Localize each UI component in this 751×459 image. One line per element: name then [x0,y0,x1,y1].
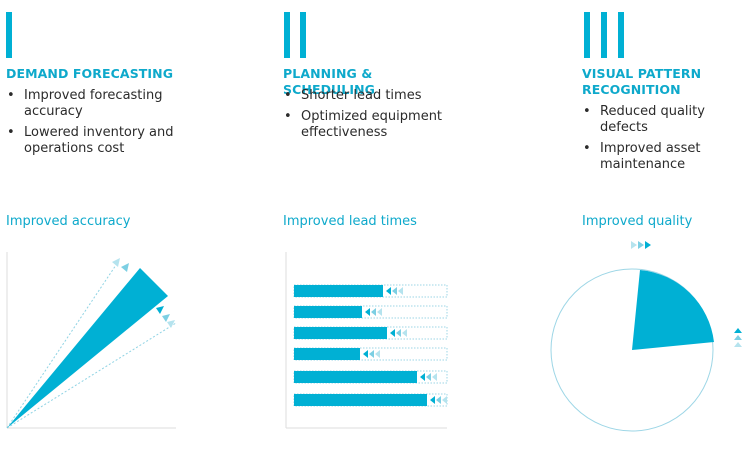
bar [294,285,383,297]
arrow [386,287,391,295]
arrow [377,308,382,316]
arrow [442,396,447,404]
bar [294,371,417,383]
arrow [121,263,129,272]
bar [294,348,360,360]
bullet-list: Shorter lead times Optimized equipment e… [283,88,458,146]
arrow [363,350,368,358]
bullet-list: Improved forecasting accuracy Lowered in… [6,88,181,162]
numeral-bar [284,12,290,58]
arrow [398,287,403,295]
arrow [432,373,437,381]
arrow [734,342,742,347]
bar [294,306,362,318]
numeral-bar [584,12,590,58]
arrow [430,396,435,404]
heading: VISUAL PATTERN RECOGNITION [582,66,702,97]
arrow [365,308,370,316]
arrow [156,306,164,314]
arrow [167,320,175,328]
arrow [112,258,120,267]
numeral-bar [618,12,624,58]
arrows [363,287,447,404]
bullet: Reduced quality defects [582,104,725,136]
caption: Improved lead times [283,214,417,229]
dashed-line [6,322,177,429]
arrow [426,373,431,381]
arrow [369,350,374,358]
dashed-line [6,261,119,429]
caption: Improved quality [582,214,693,229]
caption: Improved accuracy [6,214,131,229]
wedge [632,270,714,350]
numeral-bar [6,12,12,58]
bullet: Lowered inventory and operations cost [6,125,181,157]
arrow [638,241,644,249]
bullet: Improved forecasting accuracy [6,88,181,120]
bullet: Optimized equipment effectiveness [283,109,458,141]
arrow [436,396,441,404]
arrow [402,329,407,337]
bullet: Improved asset maintenance [582,141,725,173]
quality-illustration [550,241,742,432]
numerals [6,12,624,58]
arrow [392,287,397,295]
bullet: Shorter lead times [283,88,458,104]
circle [550,268,714,432]
arrow [734,335,742,340]
bar [294,394,427,406]
arrow [162,314,170,322]
arrow [371,308,376,316]
arrow [396,329,401,337]
numeral-bar [300,12,306,58]
bar [294,327,387,339]
arrow [645,241,651,249]
arrow [734,328,742,333]
heading: DEMAND FORECASTING [6,66,174,81]
numeral-bar [601,12,607,58]
arrow [631,241,637,249]
arrow [420,373,425,381]
lead-time-illustration [285,252,448,429]
accuracy-illustration [6,252,177,429]
arrow [390,329,395,337]
bullet-list: Reduced quality defects Improved asset m… [582,104,751,178]
wedge [7,268,168,428]
arrow [375,350,380,358]
